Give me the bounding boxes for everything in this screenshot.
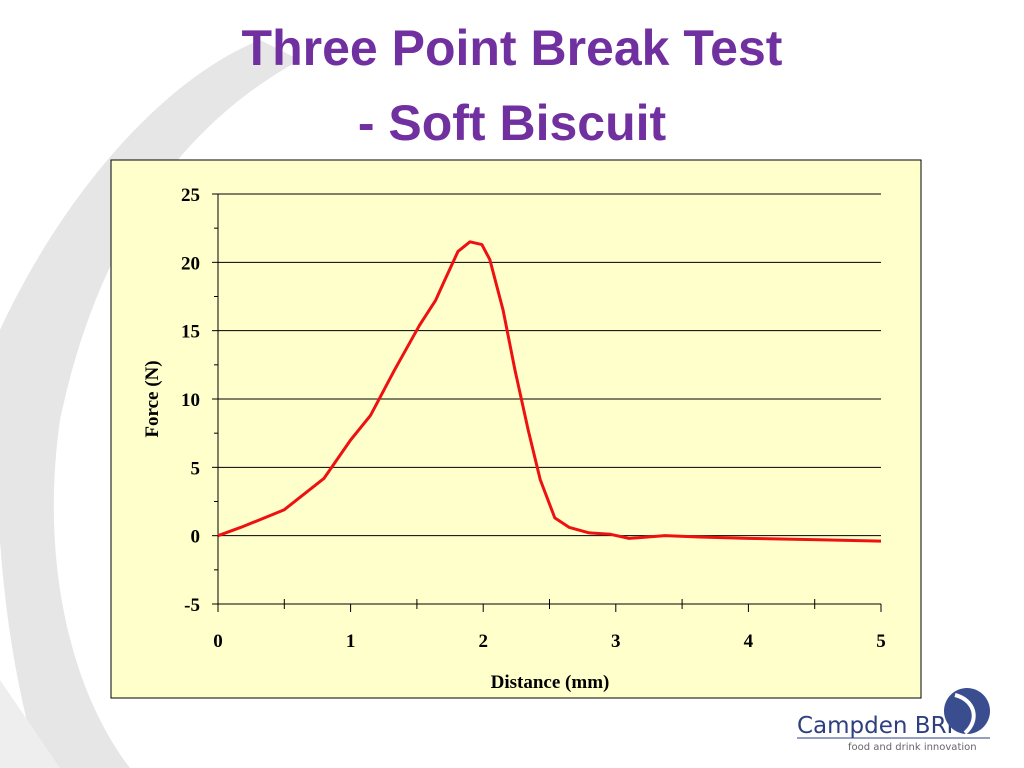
y-tick-label: 15 <box>181 322 200 343</box>
y-tick-label: 20 <box>181 253 200 274</box>
x-tick-label: 3 <box>611 631 621 652</box>
background-swoosh <box>0 680 60 768</box>
data-line <box>217 240 882 543</box>
y-tick-label: 0 <box>191 527 201 548</box>
y-tick-label: 5 <box>191 458 201 479</box>
y-tick-label: -5 <box>184 595 200 616</box>
y-axis-label: Force (N) <box>142 360 163 437</box>
x-axis-label: Distance (mm) <box>491 672 610 693</box>
y-tick-label: 10 <box>181 390 200 411</box>
background-swoosh <box>0 40 300 768</box>
x-tick-label: 4 <box>744 631 754 652</box>
logo-tagline: food and drink innovation <box>848 742 977 753</box>
chart-title: Three Point Break Test <box>242 20 783 76</box>
logo-globe <box>944 688 990 734</box>
logo-name: Campden BRI <box>797 713 953 739</box>
x-tick-label: 5 <box>876 631 886 652</box>
chart-panel <box>110 159 922 699</box>
x-tick-label: 2 <box>478 631 488 652</box>
x-tick-label: 0 <box>213 631 223 652</box>
logo-swirl <box>954 693 976 735</box>
chart-title: - Soft Biscuit <box>358 95 667 151</box>
logo: Campden BRI food and drink innovation <box>797 688 990 753</box>
y-tick-label: 25 <box>181 185 200 206</box>
x-tick-label: 1 <box>346 631 356 652</box>
